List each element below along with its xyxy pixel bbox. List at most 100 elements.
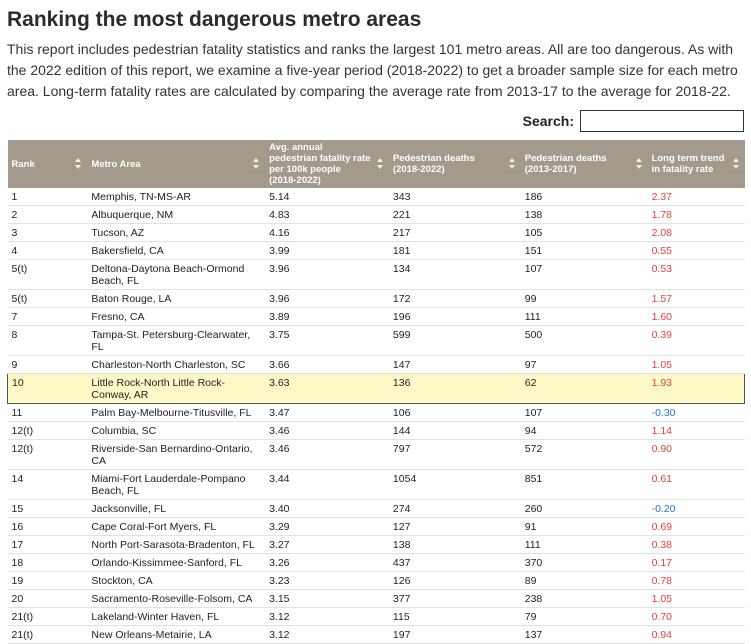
table-cell: 12(t)	[7, 439, 88, 470]
table-row: 4 Bakersfield, CA 3.99 181 151 0.55	[7, 241, 745, 260]
table-cell: 136	[388, 373, 521, 404]
column-header[interactable]: Pedestrian deaths (2018-2022)	[388, 140, 521, 188]
table-row: 7 Fresno, CA 3.89 196 111 1.60	[7, 307, 745, 326]
table-cell: 134	[388, 259, 521, 290]
table-cell: Riverside-San Bernardino-Ontario, CA	[87, 439, 266, 470]
search-input[interactable]	[580, 110, 744, 132]
table-cell: Tucson, AZ	[87, 223, 266, 242]
table-cell: 0.61	[647, 469, 745, 500]
table-cell: 0.94	[647, 625, 745, 644]
table-cell: 181	[388, 241, 521, 260]
table-cell: 21(t)	[7, 625, 88, 644]
column-header[interactable]: Rank	[7, 140, 88, 188]
table-cell: 3.26	[265, 553, 389, 572]
table-cell: 377	[388, 589, 521, 608]
table-cell: 94	[520, 421, 648, 440]
column-header[interactable]: Avg. annual pedestrian fatality rate per…	[265, 140, 389, 188]
table-cell: 127	[388, 517, 521, 536]
ranking-table: Rank Metro Area Avg. annual pedestrian fat…	[7, 140, 745, 644]
table-cell: 1.93	[647, 373, 745, 404]
table-cell: 97	[520, 355, 648, 374]
table-cell: 2.37	[647, 188, 745, 206]
table-cell: 1.05	[647, 355, 745, 374]
table-cell: 1	[7, 188, 88, 206]
table-row: 5(t) Deltona-Daytona Beach-Ormond Beach, …	[7, 259, 745, 290]
table-body: 1 Memphis, TN-MS-AR 5.14 343 186 2.37 2 Albuque…	[7, 188, 745, 644]
table-row: 21(t) New Orleans-Metairie, LA 3.12 197 137 0…	[7, 625, 745, 644]
table-cell: 217	[388, 223, 521, 242]
table-cell: 1.14	[647, 421, 745, 440]
table-cell: 3.40	[265, 499, 389, 518]
table-cell: 3.15	[265, 589, 389, 608]
table-cell: Stockton, CA	[87, 571, 266, 590]
table-row: 2 Albuquerque, NM 4.83 221 138 1.78	[7, 205, 745, 224]
table-cell: 260	[520, 499, 648, 518]
table-cell: 172	[388, 289, 521, 308]
table-cell: 3.12	[265, 607, 389, 626]
table-cell: Deltona-Daytona Beach-Ormond Beach, FL	[87, 259, 266, 290]
table-cell: 126	[388, 571, 521, 590]
table-cell: 20	[7, 589, 88, 608]
table-cell: 370	[520, 553, 648, 572]
table-cell: 1054	[388, 469, 521, 500]
table-row: 12(t) Riverside-San Bernardino-Ontario, C…	[7, 439, 745, 470]
title: Ranking the most dangerous metro areas	[7, 8, 422, 31]
table-cell: 0.78	[647, 571, 745, 590]
table-cell: Memphis, TN-MS-AR	[87, 188, 266, 206]
table-cell: 0.53	[647, 259, 745, 290]
table-cell: 89	[520, 571, 648, 590]
table-cell: 8	[7, 325, 88, 356]
table-cell: 10	[7, 373, 88, 404]
search-label: Search:	[522, 113, 574, 129]
table-cell: 111	[520, 535, 648, 554]
table-cell: 3.63	[265, 373, 389, 404]
table-cell: 147	[388, 355, 521, 374]
table-cell: 5(t)	[7, 289, 88, 308]
table-cell: Palm Bay-Melbourne-Titusville, FL	[87, 403, 266, 422]
table-cell: 3.23	[265, 571, 389, 590]
table-cell: 11	[7, 403, 88, 422]
table-cell: Lakeland-Winter Haven, FL	[87, 607, 266, 626]
table-cell: 21(t)	[7, 607, 88, 626]
table-cell: Charleston-North Charleston, SC	[87, 355, 266, 374]
table-cell: 851	[520, 469, 648, 500]
table-cell: 15	[7, 499, 88, 518]
table-cell: 599	[388, 325, 521, 356]
table-cell: 4	[7, 241, 88, 260]
table-cell: 500	[520, 325, 648, 356]
column-header[interactable]: Metro Area	[87, 140, 266, 188]
table-cell: Albuquerque, NM	[87, 205, 266, 224]
table-row: 18 Orlando-Kissimmee-Sanford, FL 3.26 437 37…	[7, 553, 745, 572]
table-cell: 3.47	[265, 403, 389, 422]
table-cell: 3.29	[265, 517, 389, 536]
table-cell: Tampa-St. Petersburg-Clearwater, FL	[87, 325, 266, 356]
table-row: 16 Cape Coral-Fort Myers, FL 3.29 127 91 0.69	[7, 517, 745, 536]
table-cell: 5.14	[265, 188, 389, 206]
table-row: 11 Palm Bay-Melbourne-Titusville, FL 3.47 1…	[7, 403, 745, 422]
column-header[interactable]: Pedestrian deaths (2013-2017)	[520, 140, 648, 188]
table-cell: 5(t)	[7, 259, 88, 290]
description: This report includes pedestrian fatality…	[7, 41, 738, 99]
table-cell: 572	[520, 439, 648, 470]
table-cell: 138	[388, 535, 521, 554]
table-cell: 186	[520, 188, 648, 206]
column-header[interactable]: Long term trend in fatality rate	[647, 140, 745, 188]
table-cell: 137	[520, 625, 648, 644]
table-cell: 91	[520, 517, 648, 536]
table-cell: 105	[520, 223, 648, 242]
table-cell: Orlando-Kissimmee-Sanford, FL	[87, 553, 266, 572]
table-cell: 62	[520, 373, 648, 404]
table-cell: Cape Coral-Fort Myers, FL	[87, 517, 266, 536]
table-cell: Bakersfield, CA	[87, 241, 266, 260]
table-cell: 2	[7, 205, 88, 224]
table-cell: Sacramento-Roseville-Folsom, CA	[87, 589, 266, 608]
table-cell: 3.46	[265, 439, 389, 470]
table-row: 10 Little Rock-North Little Rock-Conway, …	[7, 373, 745, 404]
search-bar: Search:	[7, 110, 744, 136]
table-cell: -0.30	[647, 403, 745, 422]
table-cell: 3.46	[265, 421, 389, 440]
page: {"header": {"title": "Ranking the most d…	[7, 8, 745, 644]
header-row: Rank Metro Area Avg. annual pedestrian fat…	[7, 140, 745, 188]
table-row: 21(t) Lakeland-Winter Haven, FL 3.12 115 79 0…	[7, 607, 745, 626]
table-cell: 274	[388, 499, 521, 518]
